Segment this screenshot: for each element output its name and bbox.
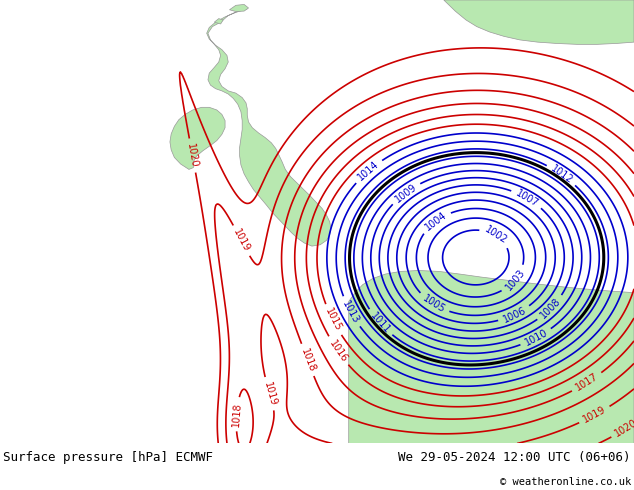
Text: 1003: 1003 xyxy=(503,268,527,293)
Polygon shape xyxy=(444,0,634,44)
Text: Surface pressure [hPa] ECMWF: Surface pressure [hPa] ECMWF xyxy=(3,451,213,464)
Text: 1019: 1019 xyxy=(262,381,278,407)
Text: 1008: 1008 xyxy=(538,296,563,320)
Polygon shape xyxy=(230,4,249,12)
Text: 1013: 1013 xyxy=(340,299,361,325)
Polygon shape xyxy=(207,9,331,246)
Text: 1016: 1016 xyxy=(327,338,349,364)
Text: 1006: 1006 xyxy=(501,305,527,324)
Text: 1018: 1018 xyxy=(299,347,317,373)
Text: 1002: 1002 xyxy=(482,225,508,246)
Text: 1019: 1019 xyxy=(231,227,252,254)
Text: 1007: 1007 xyxy=(514,188,540,209)
Polygon shape xyxy=(214,19,223,24)
Text: 1020: 1020 xyxy=(613,418,634,439)
Text: 1011: 1011 xyxy=(368,310,392,335)
Text: 1014: 1014 xyxy=(356,159,381,183)
Text: 1005: 1005 xyxy=(420,293,447,315)
Text: © weatheronline.co.uk: © weatheronline.co.uk xyxy=(500,477,631,487)
Text: 1009: 1009 xyxy=(393,181,418,204)
Text: 1018: 1018 xyxy=(231,401,243,427)
Text: 1012: 1012 xyxy=(548,164,574,186)
Text: 1010: 1010 xyxy=(523,327,549,348)
Polygon shape xyxy=(170,107,225,170)
Text: 1017: 1017 xyxy=(574,371,600,393)
Text: We 29-05-2024 12:00 UTC (06+06): We 29-05-2024 12:00 UTC (06+06) xyxy=(398,451,631,464)
Text: 1015: 1015 xyxy=(323,307,343,333)
Text: 1004: 1004 xyxy=(423,210,449,233)
Text: 1020: 1020 xyxy=(185,143,200,169)
Text: 1019: 1019 xyxy=(581,405,608,425)
Polygon shape xyxy=(349,270,634,443)
